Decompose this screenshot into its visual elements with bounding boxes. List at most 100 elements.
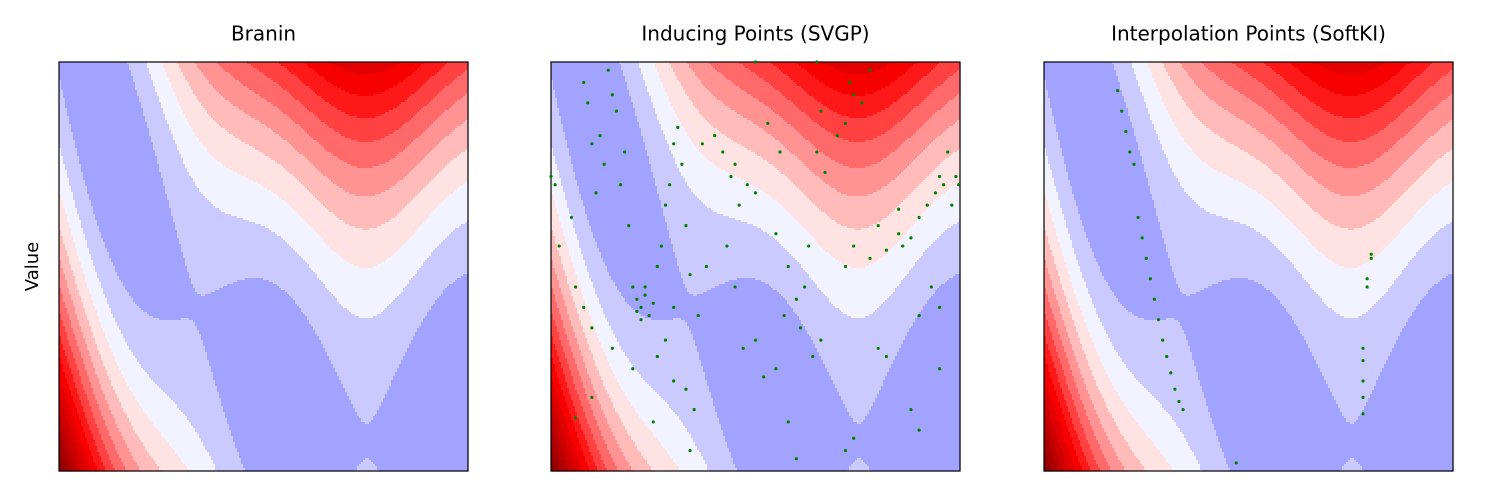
contour-band — [551, 344, 556, 347]
contour-band — [65, 306, 76, 309]
contour-band — [725, 76, 760, 79]
contour-band — [59, 284, 68, 287]
contour-band — [935, 66, 961, 69]
contour-band — [615, 374, 642, 377]
contour-band — [619, 414, 640, 417]
contour-band — [561, 362, 568, 365]
contour-band — [551, 420, 554, 423]
contour-band — [111, 348, 130, 351]
contour-band — [931, 204, 961, 207]
contour-band — [61, 154, 78, 157]
contour-band — [931, 116, 961, 119]
contour-band — [599, 298, 626, 301]
contour-band — [181, 106, 204, 109]
contour-band — [671, 66, 690, 69]
contour-band — [937, 238, 961, 241]
contour-band — [625, 394, 660, 397]
contour-band — [199, 190, 272, 193]
contour-band — [551, 326, 558, 329]
contour-band — [221, 398, 350, 401]
contour-band — [551, 182, 562, 185]
contour-band — [337, 374, 396, 377]
contour-band — [63, 92, 138, 95]
contour-band — [449, 162, 469, 165]
contour-band — [283, 238, 324, 241]
contour-band — [221, 400, 352, 403]
contour-band — [125, 468, 140, 471]
contour-band — [551, 104, 558, 107]
contour-band — [697, 108, 732, 111]
contour-band — [81, 226, 100, 229]
contour-band — [657, 186, 690, 189]
contour-band — [163, 62, 178, 65]
contour-band — [575, 302, 586, 305]
contour-band — [723, 430, 961, 433]
contour-band — [405, 122, 434, 125]
contour-band — [885, 376, 961, 379]
contour-band — [871, 408, 961, 411]
contour-band — [273, 282, 324, 285]
contour-band — [123, 408, 144, 411]
contour-band — [81, 380, 90, 383]
contour-band — [777, 290, 822, 293]
contour-band — [551, 156, 556, 159]
contour-band — [77, 448, 84, 451]
contour-band — [229, 168, 286, 171]
contour-band — [187, 268, 312, 271]
contour-band — [165, 186, 198, 189]
contour-band — [61, 398, 68, 401]
contour-band — [103, 462, 112, 465]
contour-band — [395, 184, 428, 187]
contour-band — [723, 214, 792, 217]
contour-band — [213, 378, 340, 381]
contour-band — [619, 446, 638, 449]
contour-band — [193, 178, 250, 181]
contour-band — [431, 76, 458, 79]
contour-band — [881, 68, 910, 71]
contour-band — [655, 180, 686, 183]
contour-band — [79, 256, 92, 259]
contour-band — [175, 402, 222, 405]
contour-band — [91, 454, 100, 457]
contour-band — [589, 450, 600, 453]
contour-band — [85, 390, 94, 393]
contour-band — [657, 392, 712, 395]
contour-band — [607, 418, 622, 421]
contour-band — [571, 348, 580, 351]
contour-band — [715, 164, 774, 167]
contour-band — [277, 162, 312, 165]
contour-band — [321, 172, 410, 175]
contour-band — [59, 396, 66, 399]
contour-band — [645, 422, 684, 425]
contour-band — [85, 364, 94, 367]
contour-band — [133, 394, 168, 397]
contour-band — [61, 288, 70, 291]
contour-band — [71, 234, 86, 237]
contour-band — [615, 464, 630, 467]
contour-band — [559, 438, 566, 441]
contour-band — [665, 88, 684, 91]
contour-band — [79, 216, 96, 219]
contour-band — [107, 428, 120, 431]
contour-band — [339, 66, 394, 69]
contour-band — [289, 70, 316, 73]
contour-band — [59, 172, 68, 175]
contour-band — [279, 134, 310, 137]
contour-band — [237, 216, 302, 219]
contour-band — [119, 278, 192, 281]
contour-band — [661, 78, 678, 81]
contour-band — [913, 322, 961, 325]
contour-band — [183, 72, 204, 75]
scatter-point — [639, 305, 643, 309]
contour-band — [561, 224, 574, 227]
contour-band — [887, 298, 930, 301]
contour-band — [401, 102, 430, 105]
contour-band — [843, 402, 874, 405]
contour-band — [91, 450, 98, 453]
contour-band — [615, 334, 694, 337]
contour-band — [335, 370, 398, 373]
contour-band — [63, 294, 72, 297]
contour-band — [89, 380, 100, 383]
contour-band — [565, 304, 576, 307]
contour-band — [223, 406, 354, 409]
